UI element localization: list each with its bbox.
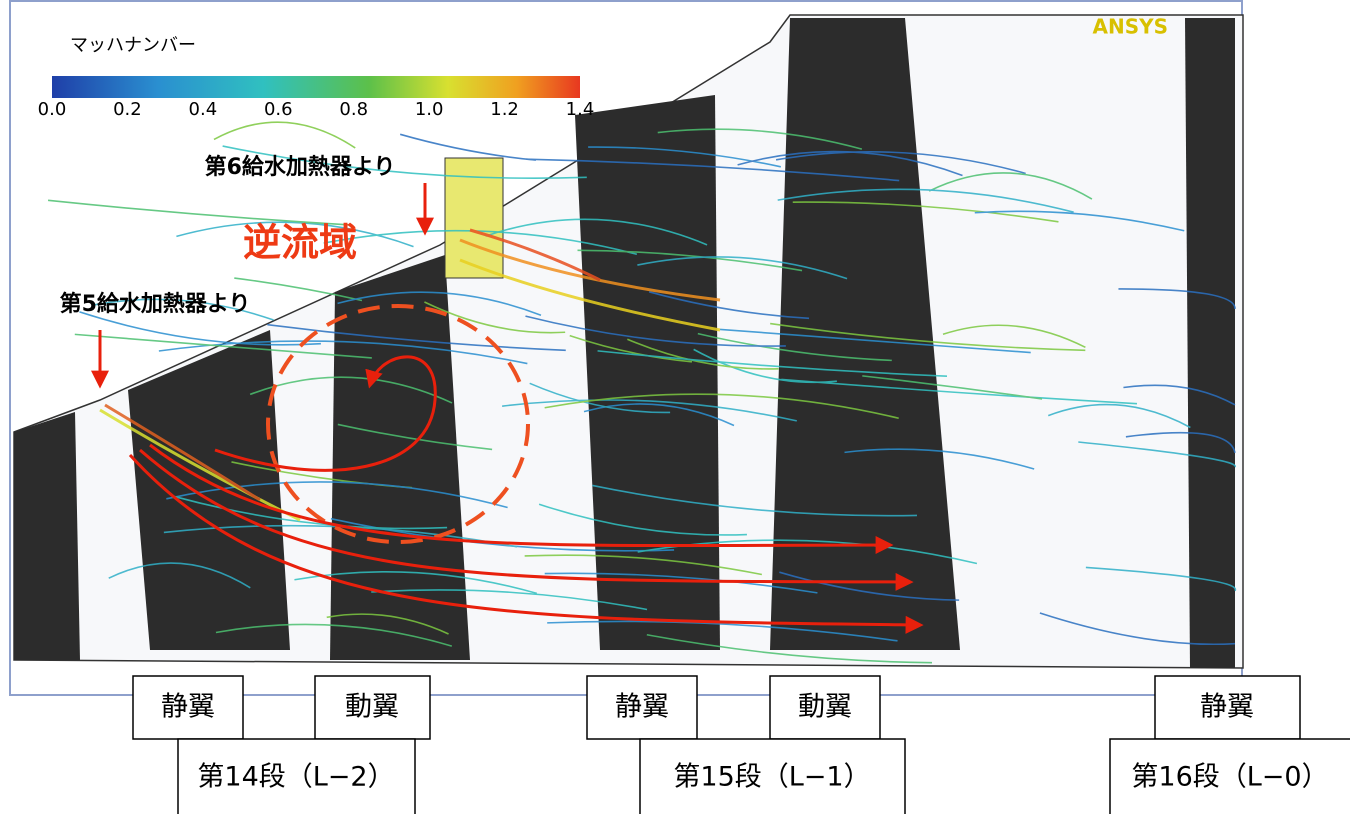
stage-label: 第15段（L−1）	[673, 762, 870, 793]
colorbar-tick: 0.2	[113, 99, 142, 120]
colorbar-tick: 1.4	[566, 99, 595, 120]
colorbar-tick: 1.2	[490, 99, 519, 120]
stage-label: 第14段（L−2）	[197, 762, 394, 793]
colorbar	[52, 76, 580, 98]
logo: ANSYS	[1092, 15, 1168, 39]
blade-label: 動翼	[798, 692, 852, 723]
blade-label: 動翼	[345, 692, 399, 723]
stage-labels: 第14段（L−2） 第15段（L−1） 第16段（L−0）	[178, 739, 1350, 814]
colorbar-tick: 0.6	[264, 99, 293, 120]
colorbar-tick: 0.0	[38, 99, 67, 120]
annotation: 第5給水加熱器より	[60, 291, 251, 317]
annotation: 第6給水加熱器より	[205, 154, 396, 180]
blade-label: 静翼	[615, 692, 669, 723]
colorbar-tick: 0.8	[339, 99, 368, 120]
blade-label: 静翼	[161, 692, 215, 723]
colorbar-tick: 0.4	[189, 99, 218, 120]
blade-label: 静翼	[1200, 692, 1254, 723]
annotation: 逆流域	[243, 221, 357, 265]
legend-title: マッハナンバー	[70, 35, 196, 56]
stage-label: 第16段（L−0）	[1131, 762, 1328, 793]
colorbar-tick: 1.0	[415, 99, 444, 120]
diagram: ANSYS マッハナンバー 0.0 0.2 0.4 0.6 0.8 1.0 1.2 1.4 第…	[0, 0, 1350, 814]
